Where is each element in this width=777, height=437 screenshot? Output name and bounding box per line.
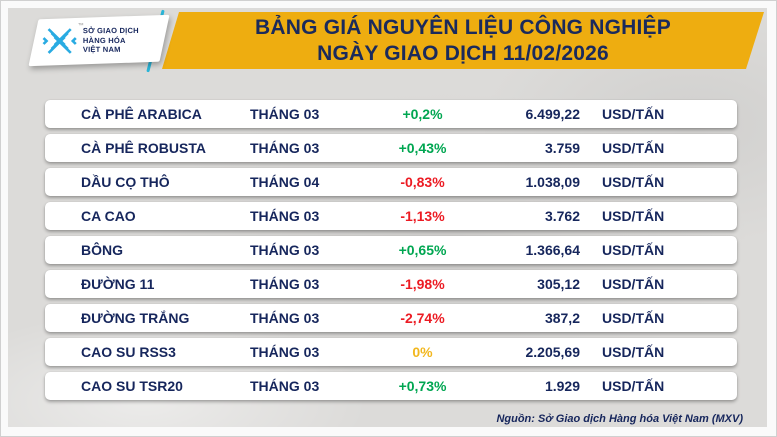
commodity-name: CÀ PHÊ ROBUSTA: [81, 140, 206, 156]
table-row: CÀ PHÊ ARABICA THÁNG 03 +0,2% 6.499,22 USD/T…: [45, 100, 737, 128]
commodity-name: CA CAO: [81, 208, 136, 224]
price-value: 3.759: [544, 140, 580, 156]
price-table: CÀ PHÊ ARABICA THÁNG 03 +0,2% 6.499,22 USD/T…: [45, 100, 737, 406]
price-unit: USD/TẤN: [602, 140, 665, 156]
contract-month: THÁNG 03: [250, 276, 320, 292]
commodity-name: CAO SU RSS3: [81, 344, 176, 360]
contract-month: THÁNG 03: [250, 378, 320, 394]
change-percent: -1,98%: [400, 276, 445, 292]
price-value: 2.205,69: [525, 344, 581, 360]
table-row: CAO SU TSR20 THÁNG 03 +0,73% 1.929 USD/TẤN: [45, 372, 737, 400]
price-unit: USD/TẤN: [602, 174, 665, 190]
change-percent: +0,65%: [398, 242, 447, 258]
commodity-name: DẦU CỌ THÔ: [81, 174, 170, 190]
contract-month: THÁNG 04: [250, 174, 320, 190]
price-unit: USD/TẤN: [602, 378, 665, 394]
change-percent: +0,43%: [398, 140, 447, 156]
change-percent: 0%: [412, 344, 433, 360]
mxv-chevron-diamond-icon: ™: [41, 23, 84, 57]
contract-month: THÁNG 03: [250, 242, 320, 258]
change-percent: -1,13%: [400, 208, 445, 224]
price-value: 387,2: [544, 310, 580, 326]
price-value: 305,12: [537, 276, 580, 292]
contract-month: THÁNG 03: [250, 344, 320, 360]
commodity-name: BÔNG: [81, 242, 123, 258]
commodity-name: CÀ PHÊ ARABICA: [81, 106, 202, 122]
mxv-logo-content: ™ SỞ GIAO DỊCH HÀNG HÓA VIỆT NAM: [33, 17, 164, 64]
page-title-line2: NGÀY GIAO DỊCH 11/02/2026: [317, 41, 609, 65]
logo-org-line2: HÀNG HÓA: [82, 35, 126, 45]
commodity-name: CAO SU TSR20: [81, 378, 183, 394]
logo-org-line1: SỞ GIAO DỊCH: [82, 26, 139, 36]
price-value: 3.762: [544, 208, 580, 224]
mxv-logo-wordmark: SỞ GIAO DỊCH HÀNG HÓA VIỆT NAM: [83, 26, 139, 54]
commodity-name: ĐƯỜNG TRẮNG: [81, 310, 190, 326]
price-value: 1.366,64: [525, 242, 581, 258]
table-row: ĐƯỜNG 11 THÁNG 03 -1,98% 305,12 USD/TẤN: [45, 270, 737, 298]
table-row: DẦU CỌ THÔ THÁNG 04 -0,83% 1.038,09 USD/TẤN: [45, 168, 737, 196]
change-percent: -2,74%: [400, 310, 445, 326]
table-row: CA CAO THÁNG 03 -1,13% 3.762 USD/TẤN: [45, 202, 737, 230]
board-background: BẢNG GIÁ NGUYÊN LIỆU CÔNG NGHIỆP NGÀY GI…: [8, 8, 767, 427]
page-title-line1: BẢNG GIÁ NGUYÊN LIỆU CÔNG NGHIỆP: [255, 15, 671, 39]
trademark-symbol: ™: [77, 22, 84, 29]
price-value: 1.038,09: [525, 174, 581, 190]
logo-org-line3: VIỆT NAM: [82, 45, 121, 55]
price-unit: USD/TẤN: [602, 106, 665, 122]
price-unit: USD/TẤN: [602, 276, 665, 292]
source-note: Nguồn: Sở Giao dịch Hàng hóa Việt Nam (M…: [496, 413, 743, 425]
contract-month: THÁNG 03: [250, 310, 320, 326]
price-unit: USD/TẤN: [602, 208, 665, 224]
mxv-logo: ™ SỞ GIAO DỊCH HÀNG HÓA VIỆT NAM: [28, 14, 170, 67]
price-value: 1.929: [544, 378, 580, 394]
price-value: 6.499,22: [525, 106, 581, 122]
commodity-name: ĐƯỜNG 11: [81, 276, 155, 292]
table-row: ĐƯỜNG TRẮNG THÁNG 03 -2,74% 387,2 USD/TẤN: [45, 304, 737, 332]
table-row: CAO SU RSS3 THÁNG 03 0% 2.205,69 USD/TẤN: [45, 338, 737, 366]
price-unit: USD/TẤN: [602, 310, 665, 326]
price-unit: USD/TẤN: [602, 242, 665, 258]
header-banner: BẢNG GIÁ NGUYÊN LIỆU CÔNG NGHIỆP NGÀY GI…: [162, 12, 764, 69]
table-row: CÀ PHÊ ROBUSTA THÁNG 03 +0,43% 3.759 USD/TẤN: [45, 134, 737, 162]
contract-month: THÁNG 03: [250, 106, 320, 122]
change-percent: +0,2%: [402, 106, 443, 122]
change-percent: +0,73%: [398, 378, 447, 394]
contract-month: THÁNG 03: [250, 208, 320, 224]
table-row: BÔNG THÁNG 03 +0,65% 1.366,64 USD/TẤN: [45, 236, 737, 264]
change-percent: -0,83%: [400, 174, 445, 190]
contract-month: THÁNG 03: [250, 140, 320, 156]
price-unit: USD/TẤN: [602, 344, 665, 360]
